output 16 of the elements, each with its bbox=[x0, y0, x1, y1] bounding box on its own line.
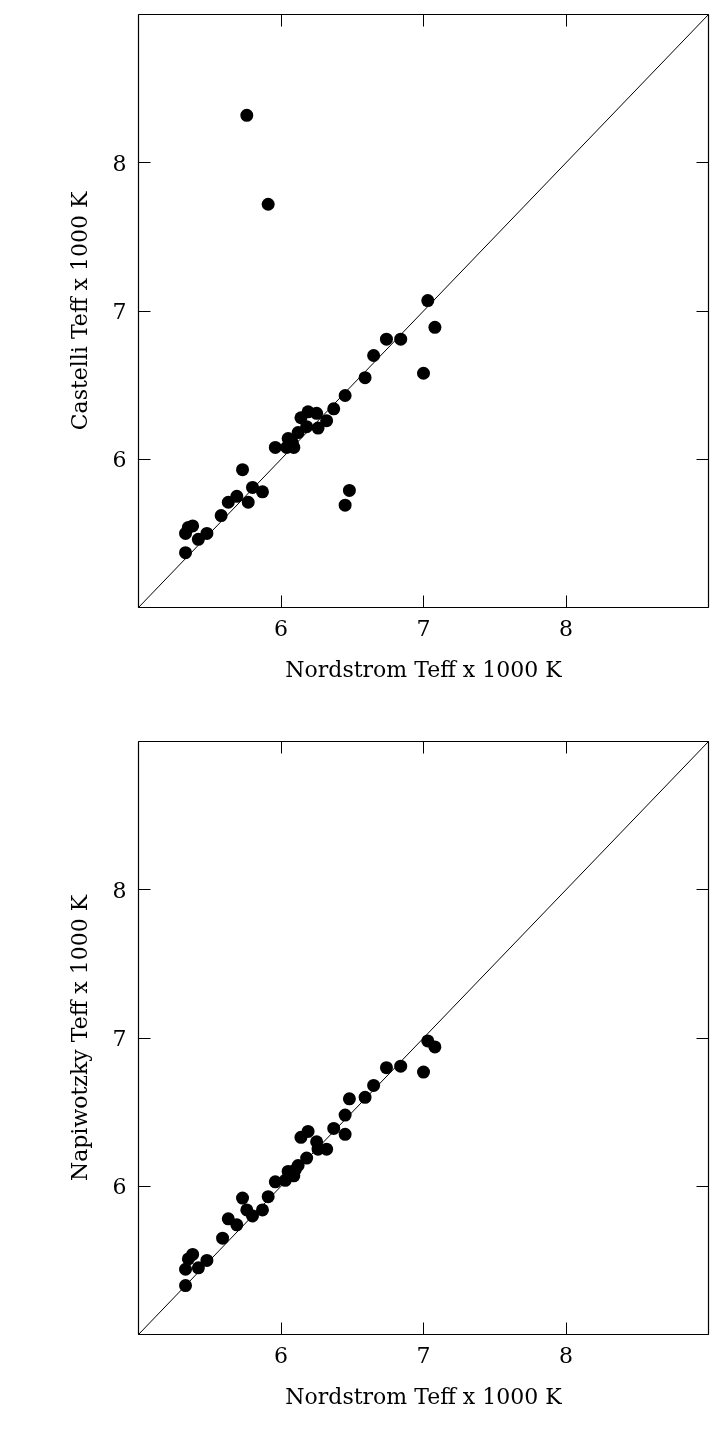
y-tick-label: 6 bbox=[112, 447, 127, 473]
y-axis-title: Napiwotzky Teff x 1000 K bbox=[66, 894, 92, 1182]
y-tick-label: 6 bbox=[112, 1174, 127, 1200]
x-tick-label: 6 bbox=[274, 1342, 288, 1368]
y-axis-title: Castelli Teff x 1000 K bbox=[66, 191, 92, 431]
y-tick-label: 7 bbox=[112, 299, 127, 324]
x-tick-label: 8 bbox=[559, 1342, 573, 1368]
x-tick-label: 7 bbox=[416, 1342, 431, 1368]
x-axis-title: Nordstrom Teff x 1000 K bbox=[285, 1383, 563, 1409]
x-tick-label: 7 bbox=[416, 615, 431, 641]
x-tick-label: 6 bbox=[274, 615, 288, 641]
y-tick-label: 8 bbox=[112, 877, 127, 903]
y-tick-label: 7 bbox=[112, 1026, 127, 1051]
x-axis-title: Nordstrom Teff x 1000 K bbox=[285, 656, 563, 682]
x-tick-label: 8 bbox=[559, 615, 573, 641]
y-tick-label: 8 bbox=[112, 150, 127, 176]
